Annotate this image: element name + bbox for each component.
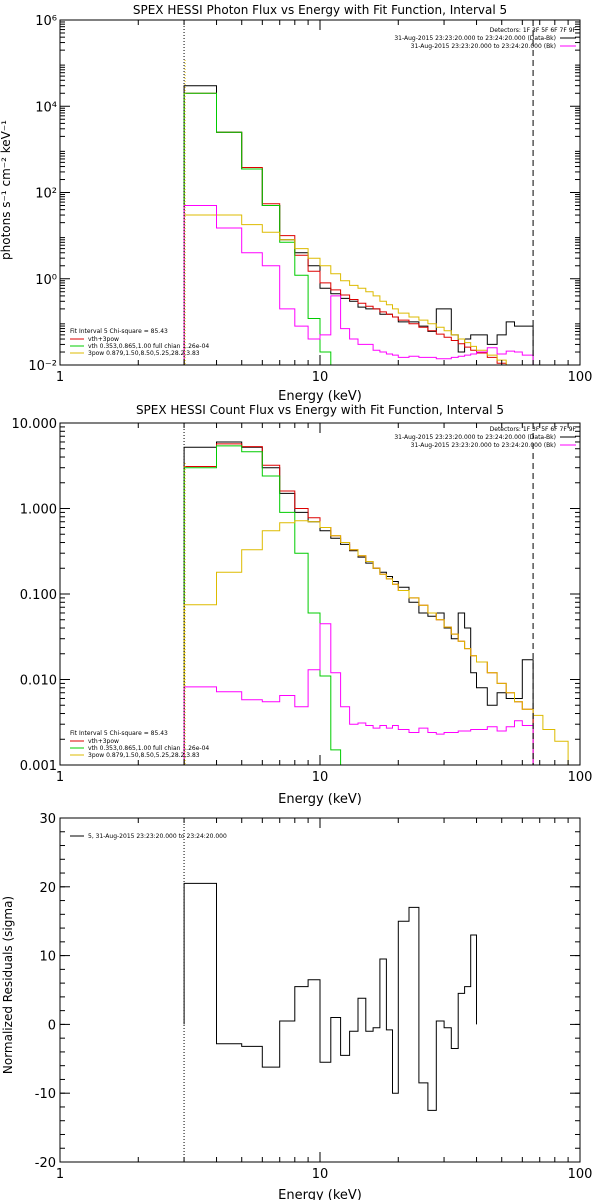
x-axis-label: Energy (keV) <box>278 389 362 404</box>
legend-top-right: Detectors: 1F 3F 5F 6F 7F 9F 31-Aug-2015… <box>394 426 576 449</box>
y-tick-label: -10 <box>35 1087 56 1102</box>
x-tick-label: 100 <box>568 1167 593 1182</box>
y-tick-label: 20 <box>39 881 56 896</box>
y-tick-label: 10⁶ <box>35 14 57 29</box>
plot-frame <box>59 19 581 366</box>
legend-residual-label: 5, 31-Aug-2015 23:23:20.000 to 23:24:20.… <box>88 833 227 840</box>
series-vth-3pow <box>183 443 534 765</box>
photon-flux-panel: SPEX HESSI Photon Flux vs Energy with Fi… <box>0 3 592 404</box>
residuals-panel: Normalized Residuals (sigma) Energy (keV… <box>1 812 592 1200</box>
y-tick-label: -20 <box>35 1156 56 1171</box>
y-axis-label: photons s⁻¹ cm⁻² keV⁻¹ <box>0 120 13 260</box>
y-tick-label: 10⁻² <box>28 359 57 374</box>
x-tick-label: 1 <box>56 370 64 385</box>
x-axis-label: Energy (keV) <box>278 1188 362 1200</box>
legend-thermal-label: vth 0.353,0.865,1.00 full chian 1.26e-04 <box>88 343 209 350</box>
series-3pow <box>183 214 569 365</box>
y-tick-label: 1.000 <box>20 503 57 518</box>
y-tick-label: 0.100 <box>20 588 57 603</box>
count-flux-panel: SPEX HESSI Count Flux vs Energy with Fit… <box>12 403 593 807</box>
legend-thermal-label: vth 0.353,0.865,1.00 full chian 1.26e-04 <box>88 745 209 752</box>
x-tick-label: 100 <box>568 770 593 785</box>
x-tick-label: 1 <box>56 1167 64 1182</box>
legend-bottom-left: Fit Interval 5 Chi-square = 85.43 vth+3p… <box>70 328 209 357</box>
legend-total-label: vth+3pow <box>88 336 119 343</box>
series-data-bk <box>183 441 534 765</box>
chart-title: SPEX HESSI Photon Flux vs Energy with Fi… <box>133 3 507 17</box>
y-tick-label: 10 <box>39 950 56 965</box>
x-tick-label: 1 <box>56 770 64 785</box>
legend-top-left: 5, 31-Aug-2015 23:23:20.000 to 23:24:20.… <box>70 833 227 840</box>
legend-bk-label: 31-Aug-2015 23:23:20.000 to 23:24:20.000… <box>411 442 556 449</box>
series-residuals <box>183 882 477 1111</box>
legend-total-label: vth+3pow <box>88 738 119 745</box>
series-bk <box>183 623 534 765</box>
chart-title: SPEX HESSI Count Flux vs Energy with Fit… <box>136 403 504 417</box>
series-3pow <box>183 520 569 765</box>
series-vth <box>183 445 342 765</box>
plot-frame <box>59 422 581 766</box>
y-tick-label: 10⁴ <box>35 100 57 115</box>
series-data-bk <box>183 85 534 365</box>
y-tick-label: 0.010 <box>20 674 57 689</box>
y-tick-label: 10.000 <box>12 417 58 432</box>
legend-nonthermal-label: 3pow 0.879,1.50,8.50,5.25,28.2,3.83 <box>88 350 200 357</box>
y-tick-label: 10⁰ <box>35 273 57 288</box>
x-axis-label: Energy (keV) <box>278 792 362 807</box>
y-tick-label: 0 <box>48 1018 56 1033</box>
series-vth-3pow <box>183 92 534 365</box>
y-axis-label: Normalized Residuals (sigma) <box>1 896 15 1074</box>
legend-detectors: Detectors: 1F 3F 5F 6F 7F 9F <box>490 426 577 433</box>
y-tick-label: 0.001 <box>20 759 57 774</box>
legend-nonthermal-label: 3pow 0.879,1.50,8.50,5.25,28.2,3.83 <box>88 752 200 759</box>
series-vth <box>183 92 342 365</box>
legend-data-label: 31-Aug-2015 23:23:20.000 to 23:24:20.000… <box>394 35 556 42</box>
x-tick-label: 10 <box>312 770 329 785</box>
x-tick-label: 10 <box>312 1167 329 1182</box>
series-bk <box>183 205 534 365</box>
legend-fit-interval: Fit Interval 5 Chi-square = 85.43 <box>70 730 168 737</box>
legend-data-label: 31-Aug-2015 23:23:20.000 to 23:24:20.000… <box>394 434 556 441</box>
legend-bk-label: 31-Aug-2015 23:23:20.000 to 23:24:20.000… <box>411 43 556 50</box>
legend-top-right: Detectors: 1F 3F 5F 6F 7F 9F 31-Aug-2015… <box>394 27 576 50</box>
legend-fit-interval: Fit Interval 5 Chi-square = 85.43 <box>70 328 168 335</box>
x-tick-label: 10 <box>312 370 329 385</box>
y-tick-label: 10² <box>35 187 57 202</box>
x-tick-label: 100 <box>568 370 593 385</box>
legend-bottom-left: Fit Interval 5 Chi-square = 85.43 vth+3p… <box>70 730 209 759</box>
y-tick-label: 30 <box>39 812 56 827</box>
